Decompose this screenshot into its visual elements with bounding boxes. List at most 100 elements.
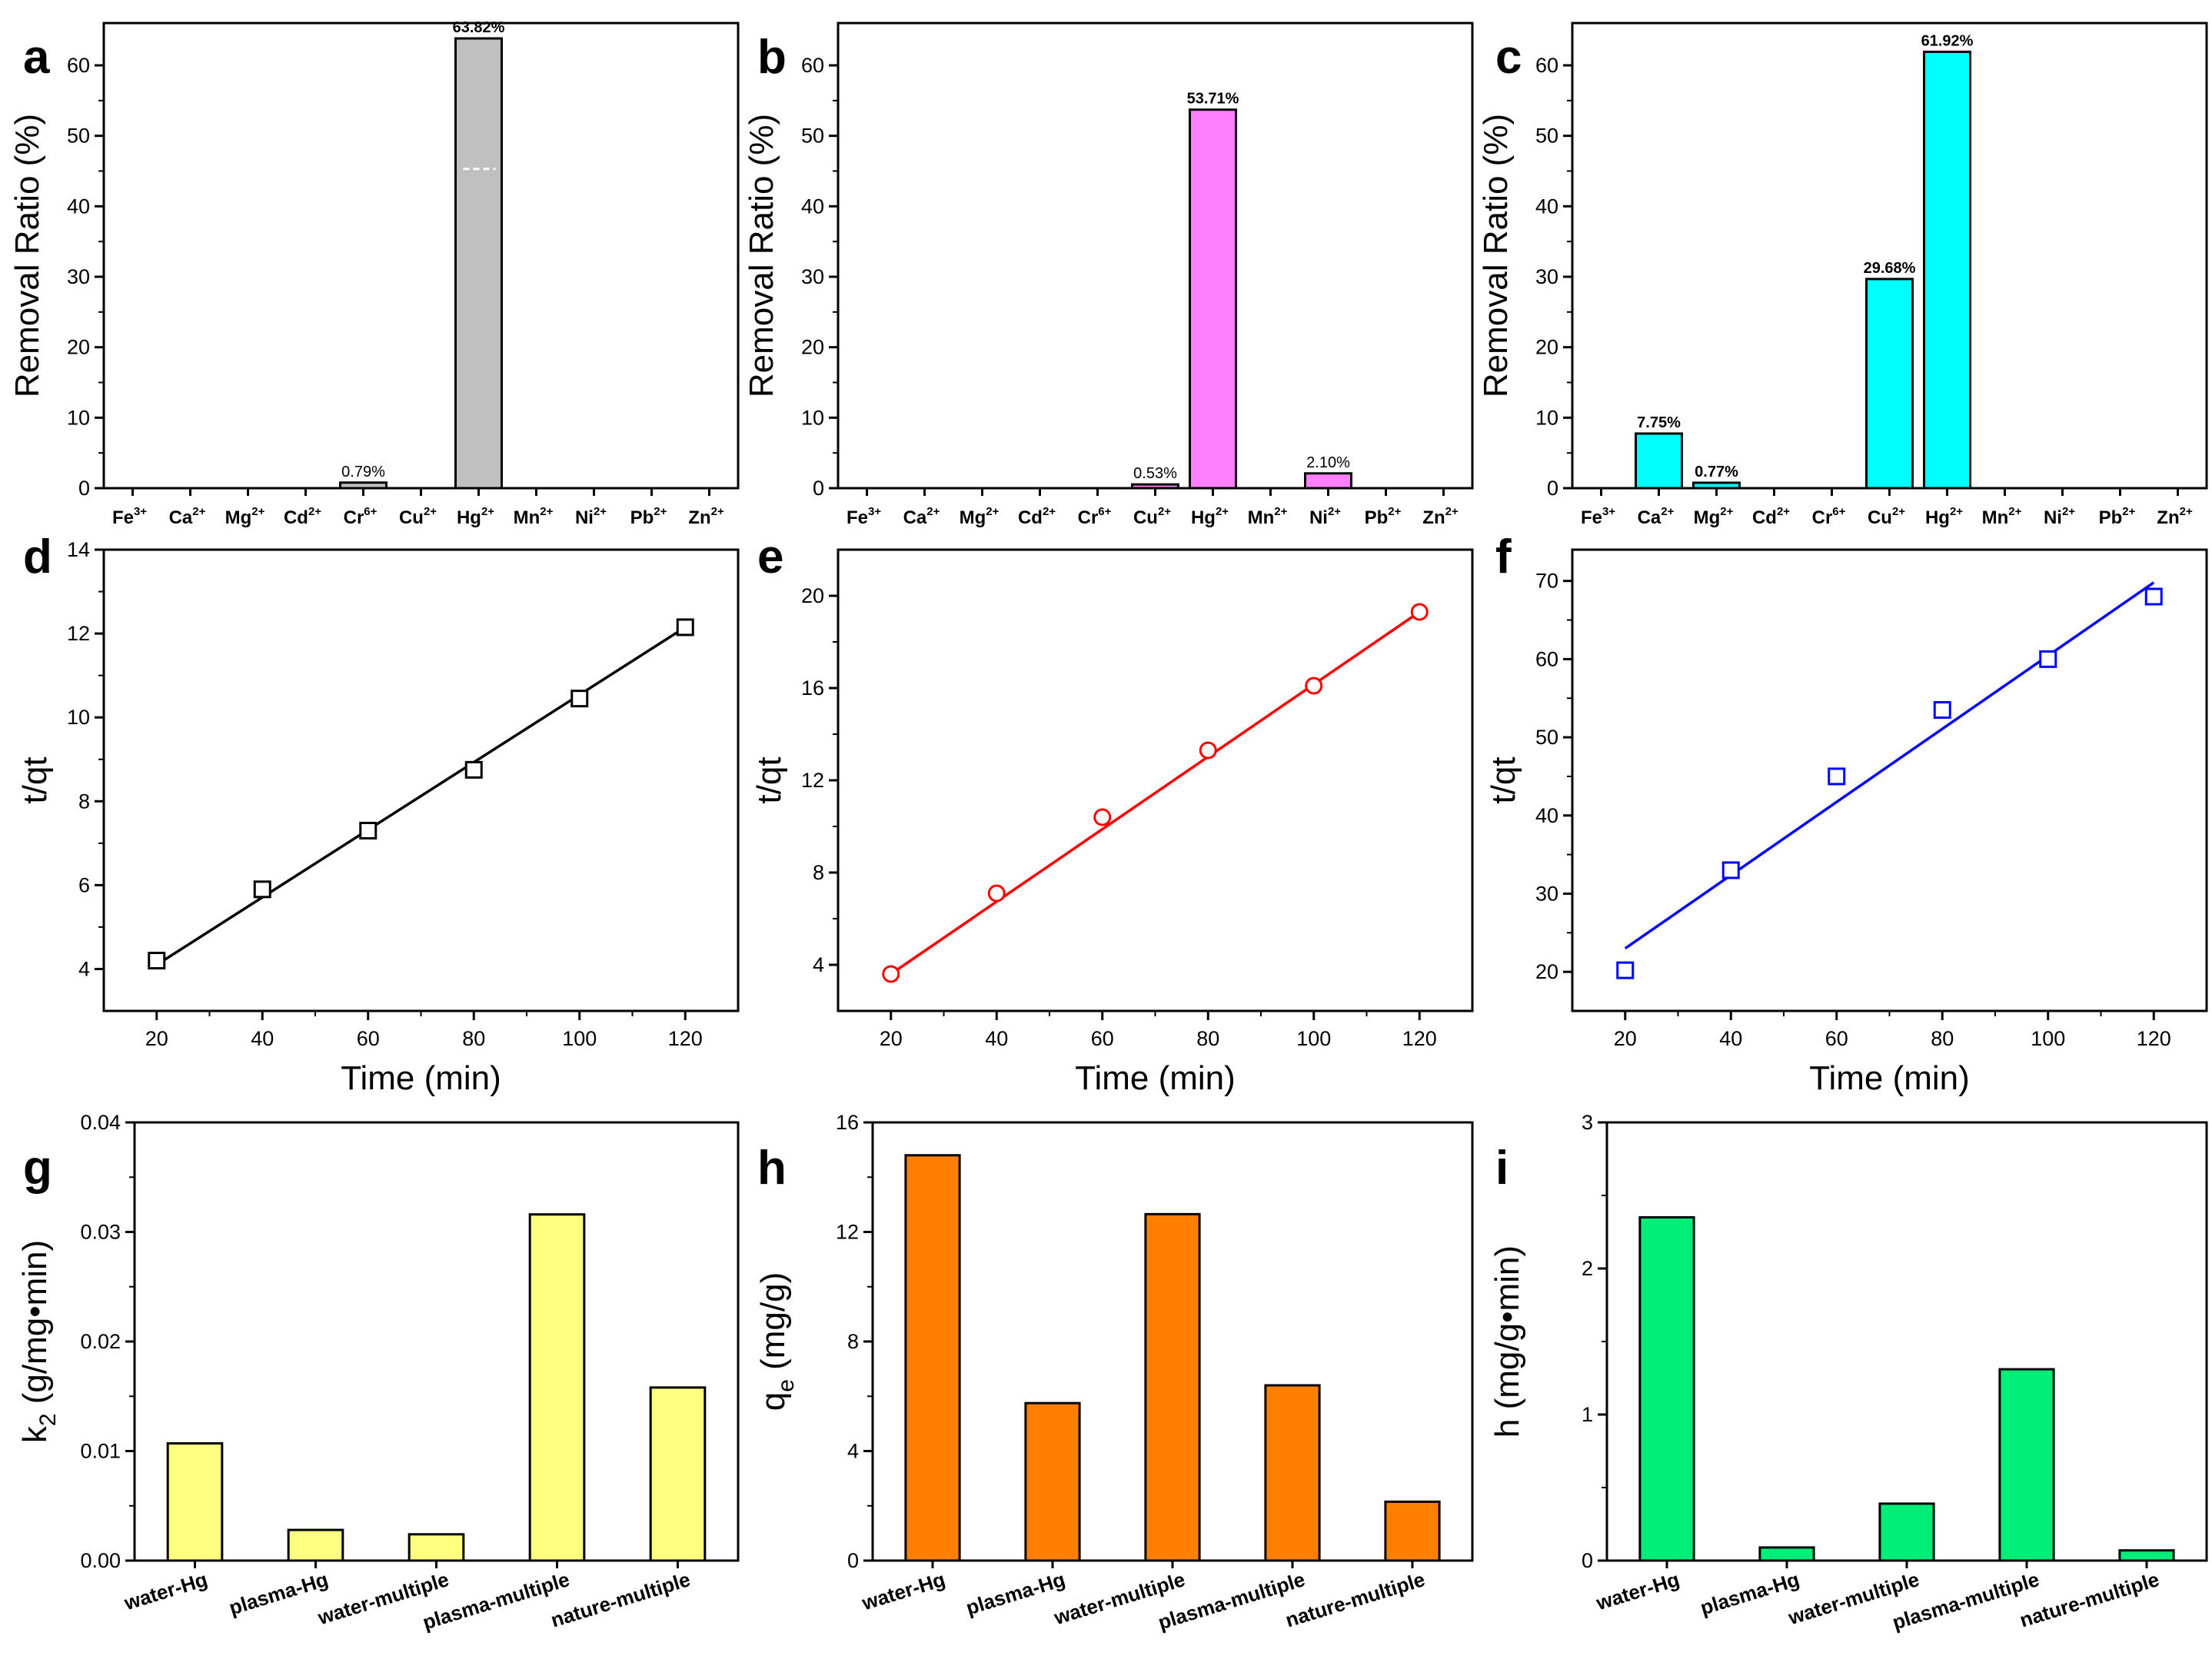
y-axis-title-base: h (mg/g•min)	[1489, 1245, 1526, 1438]
category-label: Fe3+	[847, 505, 881, 528]
bar-plasma-multiple	[528, 1213, 586, 1562]
data-point	[987, 884, 1006, 903]
category-base: Fe	[847, 507, 868, 528]
category-label: Ca2+	[903, 505, 940, 528]
category-charge: 2+	[1388, 505, 1401, 518]
y-tick-label: 20	[801, 336, 824, 359]
bar-plasma-Hg	[1758, 1546, 1815, 1562]
category-label: Zn2+	[1422, 505, 1459, 528]
fit-line	[890, 610, 1421, 976]
category-charge: 2+	[2122, 505, 2135, 518]
y-tick-label: 60	[67, 54, 90, 77]
category-label: Cr6+	[344, 505, 378, 528]
y-axis-title: k2 (g/mg•min)	[16, 1240, 61, 1443]
category-charge: 2+	[2180, 505, 2193, 518]
category-base: Pb	[1365, 507, 1389, 528]
category-charge: 2+	[1216, 505, 1229, 518]
x-tick-label: 120	[2137, 1027, 2171, 1050]
y-tick-label: 30	[1535, 265, 1558, 288]
category-label: Mg2+	[1694, 505, 1734, 528]
data-point	[1721, 861, 1740, 879]
fit-line	[1624, 581, 2155, 950]
category-label: nature-multiple	[548, 1568, 693, 1632]
category-base: Pb	[630, 507, 654, 528]
data-point	[1828, 767, 1846, 786]
data-label: 63.82%	[453, 19, 505, 36]
category-base: Cr	[1078, 507, 1099, 528]
y-tick-label: 12	[67, 622, 90, 645]
panel-letter-g: g	[23, 1142, 52, 1195]
category-label: nature-multiple	[1282, 1568, 1427, 1632]
x-tick-label: 80	[462, 1027, 485, 1050]
y-axis-title-base: q	[754, 1392, 792, 1411]
panel-letter-f: f	[1495, 530, 1512, 583]
bar-mg	[1692, 481, 1741, 490]
data-point	[570, 690, 589, 708]
fit-line	[155, 626, 687, 966]
y-axis-title-unit: (g/mg•min)	[16, 1240, 54, 1414]
bar-cu	[1865, 278, 1914, 490]
bar-water-multiple	[1878, 1502, 1935, 1562]
x-tick-label: 40	[1719, 1027, 1742, 1050]
y-tick-label: 20	[1535, 960, 1558, 983]
category-charge: 2+	[1445, 505, 1459, 518]
x-tick-label: 20	[1614, 1027, 1637, 1050]
panel-letter-e: e	[757, 530, 783, 583]
bar-water-multiple	[1144, 1212, 1201, 1562]
y-tick-label: 70	[1535, 570, 1558, 593]
category-charge: 2+	[1043, 505, 1056, 518]
y-tick-label: 0	[813, 477, 824, 500]
category-base: Pb	[2099, 507, 2123, 528]
category-label: Cu2+	[399, 505, 437, 528]
category-base: Cr	[344, 507, 364, 528]
y-tick-label: 30	[67, 265, 90, 288]
category-base: Cu	[1133, 507, 1158, 528]
category-charge: 6+	[1832, 505, 1845, 518]
y-tick-label: 20	[801, 584, 824, 607]
category-label: Zn2+	[688, 505, 724, 528]
category-base: Hg	[1191, 507, 1216, 528]
category-charge: 2+	[481, 505, 494, 518]
plot-frame	[133, 1121, 740, 1562]
category-charge: 3+	[1602, 505, 1615, 518]
bar-ca	[1635, 432, 1683, 490]
y-tick-label: 40	[1535, 194, 1558, 218]
bar-plasma-Hg	[287, 1528, 344, 1562]
plot-frame	[1571, 548, 2208, 1012]
category-label: Pb2+	[1365, 505, 1402, 528]
category-charge: 2+	[594, 505, 607, 518]
y-tick-label: 2	[1582, 1257, 1593, 1280]
category-charge: 2+	[1950, 505, 1963, 518]
data-point	[464, 760, 483, 779]
y-tick-label: 8	[78, 790, 90, 813]
category-label: nature-multiple	[2017, 1568, 2161, 1632]
y-tick-label: 12	[801, 769, 824, 792]
category-base: Ca	[903, 507, 927, 528]
category-charge: 2+	[251, 505, 264, 518]
data-point	[2039, 650, 2057, 668]
y-tick-label: 50	[801, 125, 824, 148]
category-base: Ni	[2044, 507, 2062, 528]
category-label: Cr6+	[1078, 505, 1112, 528]
y-tick-label: 20	[1535, 336, 1558, 359]
category-label: Cd2+	[1018, 505, 1056, 528]
bar-water-Hg	[904, 1154, 961, 1562]
category-label: Mn2+	[1248, 505, 1288, 528]
panel-letter-c: c	[1495, 31, 1522, 84]
y-axis-title: Removal Ratio (%)	[743, 114, 780, 397]
data-point	[1616, 961, 1635, 979]
y-axis-title: Removal Ratio (%)	[1477, 114, 1515, 397]
y-axis-title: t/qt	[750, 756, 788, 803]
category-base: Hg	[457, 507, 481, 528]
category-charge: 2+	[926, 505, 940, 518]
category-charge: 3+	[134, 505, 147, 518]
bar-nature-multiple	[2118, 1549, 2175, 1562]
category-base: Hg	[1925, 507, 1950, 528]
y-tick-label: 0	[1582, 1549, 1593, 1572]
category-base: Ni	[1309, 507, 1328, 528]
panel-letter-h: h	[757, 1142, 787, 1195]
category-charge: 2+	[2008, 505, 2021, 518]
